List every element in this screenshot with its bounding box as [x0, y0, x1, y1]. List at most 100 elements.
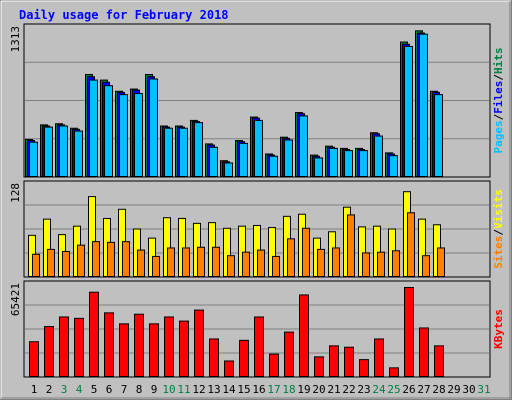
bar-pages	[89, 79, 98, 177]
x-tick-label: 23	[357, 383, 370, 396]
bar-sites	[212, 246, 220, 277]
bar-pages	[419, 33, 428, 177]
bar-sites	[317, 248, 325, 277]
bar-pages	[104, 85, 113, 177]
panel-sites: 128 Sites/Visits	[9, 180, 505, 278]
x-tick-label: 24	[372, 383, 386, 396]
bar-kbytes	[44, 326, 54, 377]
bar-pages	[179, 127, 188, 178]
x-tick-label: 17	[267, 383, 280, 396]
legend-entry: /	[492, 74, 505, 81]
x-tick-label: 15	[237, 383, 250, 396]
legend-entry: Hits	[492, 48, 505, 75]
legend-entry: Files	[492, 81, 505, 114]
bar-kbytes	[239, 339, 249, 377]
bar-pages	[344, 150, 353, 177]
x-tick-label: 5	[91, 383, 98, 396]
bar-sites	[152, 255, 160, 277]
x-tick-label: 30	[462, 383, 475, 396]
x-tick-label: 18	[282, 383, 295, 396]
y-max-label: 128	[9, 183, 22, 203]
bar-kbytes	[179, 320, 189, 378]
bar-kbytes	[419, 327, 429, 377]
bar-kbytes	[119, 323, 129, 377]
bar-kbytes	[104, 312, 114, 377]
bar-sites	[407, 212, 415, 277]
bar-kbytes	[209, 338, 219, 377]
legend-entry: /	[492, 113, 505, 120]
bar-sites	[332, 247, 340, 277]
bar-pages	[299, 115, 308, 177]
bar-pages	[29, 141, 38, 177]
panel-legend: Pages/Files/Hits	[492, 48, 505, 154]
x-tick-label: 7	[121, 383, 128, 396]
bar-pages	[44, 126, 53, 177]
bar-pages	[389, 155, 398, 178]
bar-kbytes	[74, 317, 84, 378]
panel-hits: 1313 Pages/Files/Hits	[9, 23, 505, 178]
bar-sites	[362, 252, 370, 277]
bar-kbytes	[134, 313, 144, 377]
chart-panels: 1313Pages/Files/Hits128Sites/Visits65421…	[9, 23, 505, 378]
legend-entry: Sites	[492, 236, 505, 269]
bar-sites	[137, 249, 145, 277]
bar-kbytes	[374, 338, 384, 377]
bar-kbytes	[434, 345, 444, 378]
bar-kbytes	[299, 294, 309, 378]
bar-kbytes	[284, 331, 294, 378]
x-tick-label: 11	[177, 383, 190, 396]
bar-pages	[404, 46, 413, 177]
bar-pages	[119, 94, 128, 177]
bar-sites	[77, 244, 85, 277]
y-max-label: 65421	[9, 283, 22, 316]
bar-kbytes	[404, 287, 414, 377]
bar-kbytes	[29, 341, 39, 377]
bar-kbytes	[194, 309, 204, 377]
bar-pages	[134, 93, 143, 177]
bar-kbytes	[224, 360, 234, 378]
x-tick-label: 9	[151, 383, 158, 396]
x-tick-label: 31	[477, 383, 490, 396]
bar-pages	[254, 119, 263, 177]
bar-kbytes	[269, 353, 279, 377]
x-tick-label: 20	[312, 383, 325, 396]
bar-pages	[194, 122, 203, 177]
bar-pages	[434, 94, 443, 177]
bar-kbytes	[344, 346, 354, 378]
bar-pages	[374, 135, 383, 177]
bar-kbytes	[89, 291, 99, 378]
bar-sites	[197, 246, 205, 277]
bar-kbytes	[149, 323, 159, 377]
bar-sites	[47, 248, 55, 277]
x-tick-label: 4	[76, 383, 83, 396]
x-tick-label: 21	[327, 383, 340, 396]
panel-kbytes: 65421 KBytes	[9, 280, 505, 378]
bar-sites	[227, 255, 235, 277]
bar-pages	[224, 162, 233, 177]
bar-kbytes	[329, 345, 339, 378]
x-tick-label: 27	[417, 383, 430, 396]
bar-sites	[377, 251, 385, 277]
bar-sites	[167, 247, 175, 277]
x-tick-label: 14	[222, 383, 236, 396]
bar-sites	[272, 255, 280, 277]
legend-entry: Visits	[492, 189, 505, 229]
bar-kbytes	[359, 359, 369, 378]
bar-pages	[239, 142, 248, 178]
bar-sites	[107, 241, 115, 277]
x-tick-label: 22	[342, 383, 355, 396]
bar-kbytes	[314, 356, 324, 377]
x-tick-label: 26	[402, 383, 415, 396]
y-max-label: 1313	[9, 26, 22, 53]
bar-sites	[287, 238, 295, 277]
panel-legend: Sites/Visits	[492, 189, 505, 269]
bar-sites	[92, 241, 100, 277]
bar-kbytes	[254, 316, 264, 377]
bar-kbytes	[389, 367, 399, 377]
bar-sites	[62, 250, 70, 277]
x-tick-label: 13	[207, 383, 220, 396]
legend-entry: /	[492, 229, 505, 236]
legend-entry: KBytes	[492, 309, 505, 349]
bar-sites	[437, 247, 445, 277]
bar-pages	[329, 147, 338, 177]
